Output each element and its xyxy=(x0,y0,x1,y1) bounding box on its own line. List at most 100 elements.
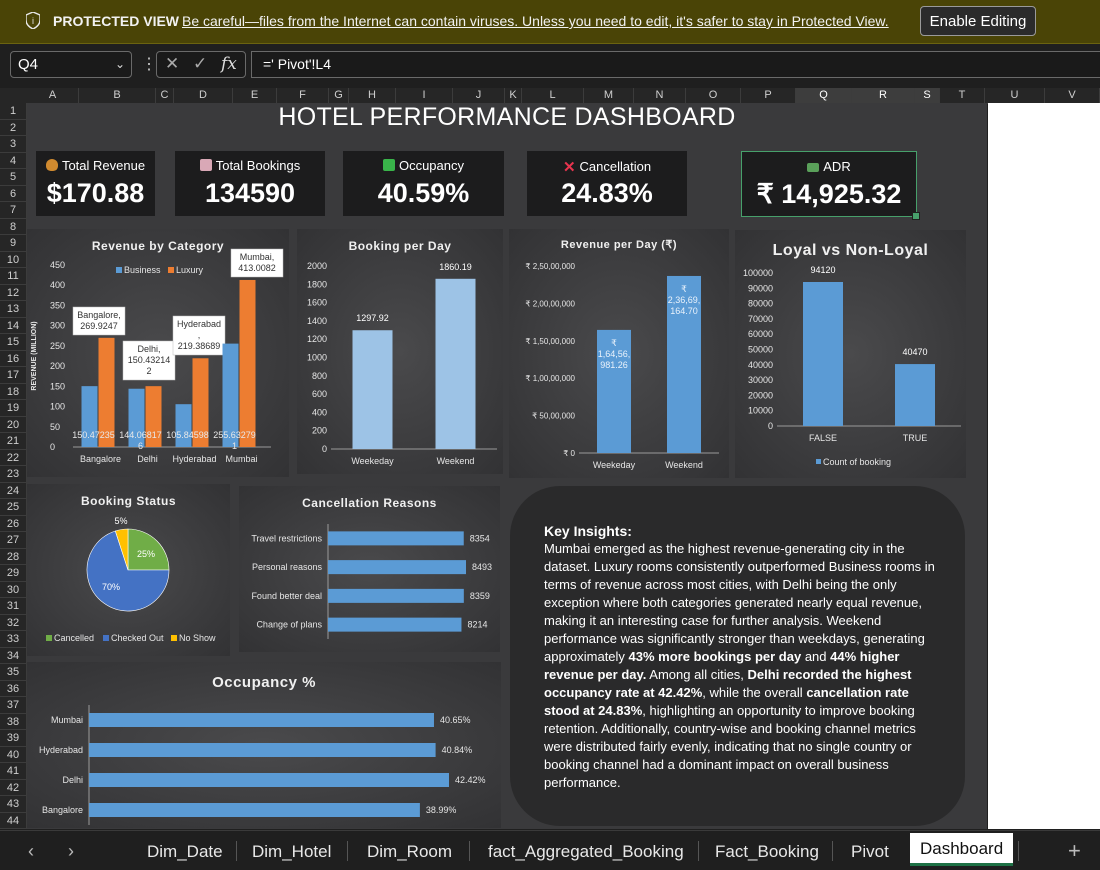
row-header-23[interactable]: 23 xyxy=(0,466,26,483)
insight-highlight: Delhi recorded the highest occupancy rat… xyxy=(544,667,912,700)
cancel-icon[interactable]: ✕ xyxy=(165,54,180,73)
row-header-7[interactable]: 7 xyxy=(0,202,26,219)
row-header-10[interactable]: 10 xyxy=(0,252,26,268)
column-header-i[interactable]: I xyxy=(396,88,453,103)
revenue-by-category-chart[interactable]: Revenue by Category 0 50 100 150 200 250 300 35… xyxy=(27,229,289,477)
column-header-p[interactable]: P xyxy=(741,88,796,103)
more-options-icon[interactable]: ⋮ xyxy=(141,56,157,73)
tab-pivot[interactable]: Pivot xyxy=(851,842,889,861)
row-header-34[interactable]: 34 xyxy=(0,648,26,664)
confirm-icon[interactable]: ✓ xyxy=(193,54,208,73)
row-header-14[interactable]: 14 xyxy=(0,318,26,334)
row-header-22[interactable]: 22 xyxy=(0,450,26,466)
row-header-24[interactable]: 24 xyxy=(0,483,26,499)
row-header-40[interactable]: 40 xyxy=(0,747,26,763)
tab-fact-aggregated-booking[interactable]: fact_Aggregated_Booking xyxy=(488,842,684,861)
row-header-15[interactable]: 15 xyxy=(0,334,26,351)
column-header-j[interactable]: J xyxy=(453,88,505,103)
row-header-16[interactable]: 16 xyxy=(0,351,26,367)
row-header-17[interactable]: 17 xyxy=(0,367,26,384)
column-header-u[interactable]: U xyxy=(985,88,1045,103)
occupancy-chart[interactable]: Occupancy % Mumbai 40.65% Hyderabad 40.84% D… xyxy=(27,662,501,828)
loyal-vs-nonloyal-chart[interactable]: Loyal vs Non-Loyal 0 10000 20000 30000 40000… xyxy=(735,230,966,478)
data-label: 8359 xyxy=(470,591,490,601)
row-header-44[interactable]: 44 xyxy=(0,813,26,829)
column-header-l[interactable]: L xyxy=(522,88,584,103)
row-header-5[interactable]: 5 xyxy=(0,169,26,186)
row-header-2[interactable]: 2 xyxy=(0,120,26,136)
row-header-21[interactable]: 21 xyxy=(0,433,26,450)
kpi-adr[interactable]: ADR ₹ 14,925.32 xyxy=(741,151,920,220)
chevron-down-icon[interactable]: ⌄ xyxy=(114,57,125,71)
insert-function-icon[interactable]: fx xyxy=(221,54,237,74)
row-header-43[interactable]: 43 xyxy=(0,796,26,813)
row-header-4[interactable]: 4 xyxy=(0,153,26,169)
row-header-18[interactable]: 18 xyxy=(0,384,26,400)
key-insights-box[interactable]: Key Insights: Mumbai emerged as the high… xyxy=(510,486,965,826)
booking-status-chart[interactable]: Booking Status 25% 70% 5% Cancelled Checked … xyxy=(27,484,230,656)
row-header-31[interactable]: 31 xyxy=(0,598,26,615)
column-header-n[interactable]: N xyxy=(634,88,686,103)
tab-dim-date[interactable]: Dim_Date xyxy=(147,842,223,861)
row-header-42[interactable]: 42 xyxy=(0,780,26,796)
column-header-m[interactable]: M xyxy=(584,88,634,103)
row-header-19[interactable]: 19 xyxy=(0,400,26,417)
name-box[interactable]: Q4 ⌄ xyxy=(10,51,132,78)
row-header-9[interactable]: 9 xyxy=(0,235,26,252)
row-header-3[interactable]: 3 xyxy=(0,136,26,153)
tab-dim-hotel[interactable]: Dim_Hotel xyxy=(252,842,332,861)
column-header-c[interactable]: C xyxy=(156,88,174,103)
row-header-36[interactable]: 36 xyxy=(0,681,26,697)
column-header-g[interactable]: G xyxy=(329,88,349,103)
formula-input[interactable]: =' Pivot'!L4 xyxy=(251,51,1100,78)
column-header-t[interactable]: T xyxy=(940,88,985,103)
row-header-35[interactable]: 35 xyxy=(0,664,26,681)
column-header-o[interactable]: O xyxy=(686,88,741,103)
row-header-12[interactable]: 12 xyxy=(0,285,26,301)
row-header-13[interactable]: 13 xyxy=(0,301,26,318)
column-header-s[interactable]: S xyxy=(915,88,940,103)
protected-view-message[interactable]: Be careful—files from the Internet can c… xyxy=(182,13,889,29)
row-header-27[interactable]: 27 xyxy=(0,532,26,549)
column-header-a[interactable]: A xyxy=(27,88,79,103)
row-header-8[interactable]: 8 xyxy=(0,219,26,235)
column-header-q[interactable]: Q xyxy=(796,88,852,103)
fill-handle[interactable] xyxy=(912,212,920,220)
column-header-v[interactable]: V xyxy=(1045,88,1100,103)
enable-editing-button[interactable]: Enable Editing xyxy=(920,6,1036,36)
tab-fact-booking[interactable]: Fact_Booking xyxy=(715,842,819,861)
column-header-b[interactable]: B xyxy=(79,88,156,103)
column-header-f[interactable]: F xyxy=(277,88,329,103)
column-header-h[interactable]: H xyxy=(349,88,396,103)
row-header-30[interactable]: 30 xyxy=(0,582,26,598)
row-header-39[interactable]: 39 xyxy=(0,730,26,747)
column-header-r[interactable]: R xyxy=(852,88,915,103)
row-header-25[interactable]: 25 xyxy=(0,499,26,516)
row-header-38[interactable]: 38 xyxy=(0,714,26,730)
row-header-33[interactable]: 33 xyxy=(0,631,26,648)
revenue-per-day-chart[interactable]: Revenue per Day (₹) ₹ 0 ₹ 50,00,000 ₹ 1,00… xyxy=(509,229,729,478)
row-header-41[interactable]: 41 xyxy=(0,763,26,780)
column-header-d[interactable]: D xyxy=(174,88,233,103)
row-header-37[interactable]: 37 xyxy=(0,697,26,714)
row-header-29[interactable]: 29 xyxy=(0,565,26,582)
chevron-left-icon[interactable]: ‹ xyxy=(28,841,34,861)
chevron-right-icon[interactable]: › xyxy=(68,841,74,861)
cancellation-reasons-chart[interactable]: Cancellation Reasons Travel restrictions… xyxy=(239,486,500,652)
row-header-26[interactable]: 26 xyxy=(0,516,26,532)
column-header-k[interactable]: K xyxy=(505,88,522,103)
row-header-11[interactable]: 11 xyxy=(0,268,26,285)
row-header-6[interactable]: 6 xyxy=(0,186,26,202)
add-sheet-icon[interactable]: + xyxy=(1068,838,1081,863)
tab-dim-room[interactable]: Dim_Room xyxy=(367,842,453,861)
column-header-e[interactable]: E xyxy=(233,88,277,103)
row-header-1[interactable]: 1 xyxy=(0,103,26,120)
tab-dashboard[interactable]: Dashboard xyxy=(910,833,1014,866)
empty-cells[interactable] xyxy=(988,103,1100,829)
booking-per-day-chart[interactable]: Booking per Day 0 200 400 600 800 1000 1200 140… xyxy=(297,229,503,474)
bar-business xyxy=(222,343,239,447)
data-label: 40.84% xyxy=(442,745,473,755)
row-header-20[interactable]: 20 xyxy=(0,417,26,433)
row-header-28[interactable]: 28 xyxy=(0,549,26,565)
row-header-32[interactable]: 32 xyxy=(0,615,26,631)
